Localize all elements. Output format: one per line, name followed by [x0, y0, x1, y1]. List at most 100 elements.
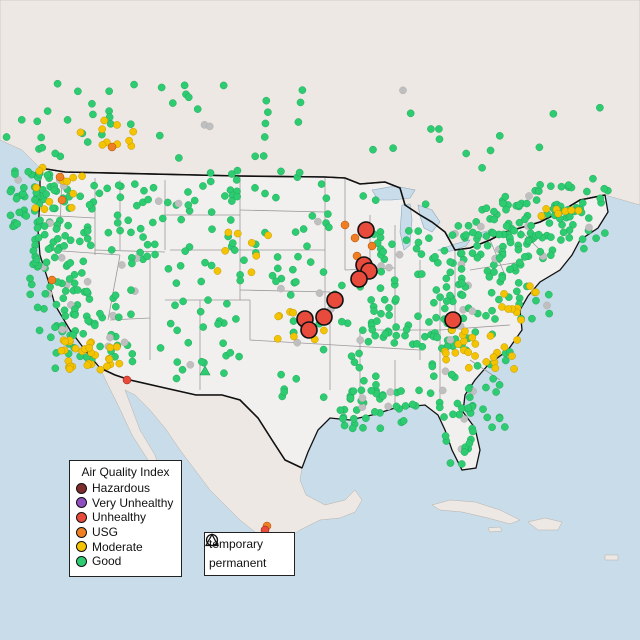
monitor-good: [76, 237, 84, 246]
monitor-good: [277, 370, 285, 379]
monitor-moderate: [125, 136, 133, 145]
monitor-good: [261, 189, 269, 198]
monitor-good: [66, 236, 75, 245]
monitor-good: [106, 120, 115, 128]
monitor-good: [490, 268, 498, 276]
monitor-good: [172, 279, 181, 287]
monitor-good: [367, 296, 375, 304]
monitor-good: [564, 181, 573, 189]
monitor-good: [373, 317, 381, 325]
monitor-unhealthy: [122, 375, 132, 385]
monitor-good: [457, 265, 466, 273]
monitor-good: [435, 403, 444, 412]
monitor-good: [322, 194, 331, 203]
monitor-good: [478, 164, 486, 172]
monitor-moderate: [213, 267, 222, 275]
monitor-good: [6, 211, 15, 220]
monitor-good: [545, 219, 554, 227]
monitor-good: [219, 339, 227, 348]
monitor-good: [127, 228, 135, 237]
monitor-moderate: [464, 363, 473, 372]
monitor-usg: [57, 195, 67, 205]
monitor-good: [319, 345, 328, 354]
monitor-good: [52, 300, 61, 309]
monitor-no-data: [525, 192, 533, 200]
monitor-good: [136, 224, 145, 233]
monitor-good: [84, 316, 92, 325]
monitor-good: [65, 275, 74, 283]
monitor-usg: [340, 220, 350, 230]
monitor-good: [319, 268, 328, 276]
monitor-good: [458, 460, 466, 468]
monitor-no-data: [57, 253, 66, 262]
monitor-good: [421, 200, 430, 209]
monitor-no-data: [395, 250, 404, 259]
monitor-good: [273, 264, 282, 273]
monitor-no-data: [585, 223, 593, 232]
monitor-moderate: [113, 121, 121, 129]
monitor-good: [291, 228, 300, 236]
monitor-good: [286, 291, 295, 299]
monitor-good: [506, 238, 515, 247]
monitor-moderate: [69, 189, 77, 198]
monitor-good: [408, 400, 417, 409]
monitor-good: [377, 267, 386, 276]
monitor-good: [469, 427, 477, 436]
monitor-good: [78, 269, 86, 277]
monitor-good: [592, 234, 600, 243]
monitor-good: [414, 312, 422, 321]
state-boundary: [249, 300, 336, 346]
monitor-good: [513, 287, 521, 296]
monitor-good: [83, 138, 92, 146]
legend-swatch: [76, 511, 87, 523]
monitor-moderate: [510, 365, 518, 373]
monitor-good: [298, 86, 307, 94]
monitor-good: [427, 125, 435, 133]
monitor-good: [483, 241, 492, 250]
monitor-good: [390, 276, 399, 285]
monitor-good: [488, 423, 496, 432]
monitor-good: [35, 326, 44, 335]
monitor-good: [414, 238, 423, 247]
monitor-good: [240, 256, 248, 265]
triangle-icon: [205, 533, 219, 547]
monitor-good: [596, 103, 604, 112]
monitor-moderate: [78, 172, 86, 181]
monitor-good: [462, 149, 470, 158]
monitor-good: [96, 342, 104, 351]
monitor-no-data: [174, 199, 183, 208]
monitor-good: [292, 278, 300, 286]
monitor-good: [233, 166, 242, 175]
monitor-good: [193, 105, 202, 113]
monitor-good: [220, 369, 228, 377]
monitor-no-data: [386, 388, 395, 396]
monitor-good: [495, 132, 504, 140]
monitor-moderate: [113, 343, 121, 351]
monitor-moderate: [464, 348, 473, 357]
monitor-good: [59, 294, 68, 303]
monitor-good: [47, 333, 55, 342]
monitor-no-data: [293, 338, 302, 347]
legend-label: Unhealthy: [92, 510, 147, 525]
legend-row-good: Good: [70, 554, 181, 569]
monitor-good: [596, 194, 605, 203]
monitor-no-data: [356, 336, 365, 344]
monitor-permanent: [199, 365, 211, 376]
monitor-good: [524, 237, 533, 245]
monitor-good: [206, 177, 215, 186]
monitor-good: [515, 258, 524, 267]
monitor-no-data: [543, 301, 551, 310]
monitor-good: [547, 182, 555, 190]
monitor-good: [547, 251, 555, 260]
monitor-good: [446, 268, 455, 277]
monitor-good: [532, 196, 541, 204]
monitor-good: [515, 218, 524, 227]
monitor-good: [277, 167, 285, 176]
monitor-good: [436, 293, 444, 301]
monitor-good: [51, 149, 60, 158]
monitor-good: [214, 320, 222, 328]
monitor-good: [296, 98, 305, 107]
state-boundary: [334, 344, 421, 351]
monitor-moderate: [106, 343, 115, 352]
